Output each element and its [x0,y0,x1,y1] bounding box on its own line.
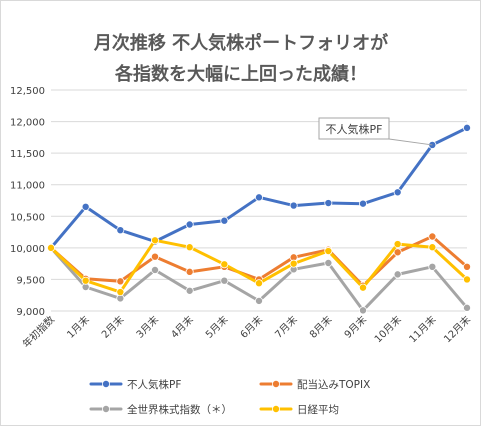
x-tick-label: 年初指数 [20,313,57,350]
data-point [324,199,333,208]
data-point [393,188,402,197]
data-point [462,303,471,312]
data-point [393,270,402,279]
data-point [220,216,229,225]
y-tick-label: 9,000 [16,307,45,318]
callout-label: 不人気株PF [326,122,383,136]
data-point [220,276,229,285]
legend-label: 日経平均 [297,403,339,416]
data-point [393,240,402,249]
legend-label: 配当込みTOPIX [297,378,370,391]
y-tick-label: 10,500 [10,212,45,223]
legend-marker [271,379,280,388]
data-point [81,202,90,211]
legend-label: 不人気株PF [127,378,181,391]
data-point [116,288,125,297]
data-point [81,276,90,285]
series-4 [47,236,471,297]
x-axis-tick-labels: 年初指数 1月末 2月末 3月末 4月末 5月末 6月末 7月末 8月末 9月末 10月末 11月末 1… [20,313,473,350]
data-point [324,247,333,256]
series-line [49,126,469,250]
x-tick-label: 7月末 [272,313,300,341]
legend-marker [102,404,111,413]
data-point [185,286,194,295]
callout-box [318,117,390,140]
data-point [428,243,437,252]
callout-leader-line [388,138,433,146]
data-point [150,236,159,245]
x-tick-label: 1月末 [64,313,92,341]
legend-marker [271,404,280,413]
data-point [428,232,437,241]
chart-title-line-1: 月次推移 不人気株ポートフォリオが [93,32,388,54]
series-lines [47,123,471,315]
legend-entry-4: 日経平均 [259,403,339,416]
data-point [254,193,263,202]
legend-entry-2: 配当込みTOPIX [259,378,370,391]
y-tick-label: 10,000 [10,244,45,255]
data-point [324,259,333,268]
x-tick-label: 12月末 [441,313,473,345]
x-tick-label: 5月末 [203,313,231,341]
series-3 [47,243,471,315]
y-tick-label: 9,500 [16,275,45,286]
data-point [220,260,229,269]
y-axis-tick-labels: 9,000 9,500 10,000 10,500 11,000 11,500 12,000… [10,86,45,318]
data-point [254,296,263,305]
x-tick-label: 3月末 [133,313,161,341]
y-tick-label: 11,500 [10,149,45,160]
data-point [185,243,194,252]
x-tick-label: 11月末 [406,313,438,345]
data-point [358,306,367,315]
x-tick-label: 6月末 [237,313,265,341]
data-point [358,199,367,208]
data-point [358,283,367,292]
data-point [289,201,298,210]
data-point [462,275,471,284]
x-tick-label: 2月末 [99,313,127,341]
data-point [150,265,159,274]
data-point [254,279,263,288]
legend-entry-1: 不人気株PF [89,378,181,391]
legend-marker [102,379,111,388]
legend-entry-3: 全世界株式指数（＊） [89,403,232,416]
legend-label: 全世界株式指数（＊） [127,403,232,416]
callout: 不人気株PF [318,117,433,146]
x-tick-label: 8月末 [307,313,335,341]
legend: 不人気株PF 配当込みTOPIX 全世界株式指数（＊） 日経平均 [89,378,370,416]
y-tick-label: 12,000 [10,118,45,129]
data-point [185,267,194,276]
series-1 [47,123,471,252]
x-tick-label: 9月末 [341,313,369,341]
data-point [47,243,56,252]
chart-title-line-2: 各指数を大幅に上回った成績！ [114,63,367,85]
data-point [116,226,125,235]
data-point [462,262,471,271]
y-tick-label: 12,500 [10,86,45,97]
data-point [289,259,298,268]
data-point [462,123,471,132]
data-point [150,252,159,261]
x-tick-label: 4月末 [168,313,196,341]
data-point [428,262,437,271]
data-point [393,248,402,257]
data-point [185,220,194,229]
data-point [116,277,125,286]
y-tick-label: 11,000 [10,181,45,192]
x-tick-label: 10月末 [371,313,403,345]
